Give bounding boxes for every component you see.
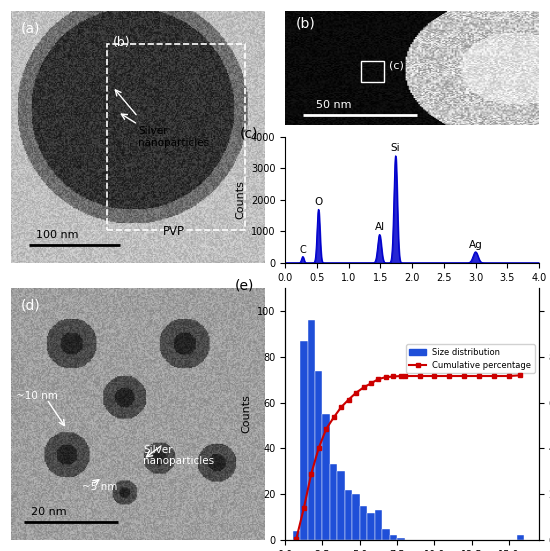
Bar <box>361 61 384 82</box>
Cumulative percentage <box>398 372 404 379</box>
Bar <box>360 506 367 540</box>
Text: (a): (a) <box>21 21 41 35</box>
Cumulative percentage <box>476 372 482 379</box>
Text: Al: Al <box>375 222 384 232</box>
Bar <box>375 510 382 540</box>
Text: O: O <box>315 197 323 207</box>
Cumulative percentage <box>506 372 513 379</box>
Text: Silver
nanoparticles: Silver nanoparticles <box>143 445 214 466</box>
Bar <box>397 538 405 540</box>
Cumulative percentage <box>360 384 367 391</box>
Bar <box>382 528 390 540</box>
Cumulative percentage <box>316 445 322 451</box>
Text: PVP: PVP <box>163 225 185 237</box>
Line: Cumulative percentage: Cumulative percentage <box>294 373 522 541</box>
Legend: Size distribution, Cumulative percentage: Size distribution, Cumulative percentage <box>406 344 535 373</box>
Cumulative percentage <box>390 373 397 380</box>
Cumulative percentage <box>300 505 307 511</box>
Text: ~5 nm: ~5 nm <box>82 482 118 491</box>
Bar <box>322 414 330 540</box>
Y-axis label: Counts: Counts <box>235 181 245 219</box>
Cumulative percentage <box>416 372 423 379</box>
Bar <box>330 464 337 540</box>
Bar <box>307 320 315 540</box>
X-axis label: Energy (keV): Energy (keV) <box>376 288 448 298</box>
Cumulative percentage <box>383 374 389 381</box>
Text: (c): (c) <box>389 60 404 70</box>
Text: (c): (c) <box>239 127 258 141</box>
Text: ~10 nm: ~10 nm <box>16 391 58 401</box>
Bar <box>337 471 345 540</box>
Text: (b): (b) <box>295 17 315 31</box>
Cumulative percentage <box>353 390 359 396</box>
Y-axis label: Counts: Counts <box>241 395 251 434</box>
Cumulative percentage <box>431 372 438 379</box>
Cumulative percentage <box>345 396 352 403</box>
Text: Silver
nanoparticles: Silver nanoparticles <box>138 126 209 148</box>
Bar <box>353 494 360 540</box>
Bar <box>345 490 353 540</box>
Cumulative percentage <box>517 372 524 379</box>
Cumulative percentage <box>323 425 329 432</box>
Bar <box>107 44 245 230</box>
Cumulative percentage <box>375 376 382 382</box>
Cumulative percentage <box>293 536 300 542</box>
Text: 100 nm: 100 nm <box>36 230 79 240</box>
Cumulative percentage <box>461 372 468 379</box>
Text: 50 nm: 50 nm <box>316 100 351 110</box>
Bar <box>390 536 397 540</box>
Text: (e): (e) <box>234 278 254 292</box>
Bar <box>367 512 375 540</box>
Text: C: C <box>299 245 306 255</box>
Cumulative percentage <box>491 372 498 379</box>
Text: 20 nm: 20 nm <box>31 507 67 517</box>
Text: (b): (b) <box>113 36 130 49</box>
Bar <box>315 370 322 540</box>
Text: Ag: Ag <box>469 240 482 250</box>
Cumulative percentage <box>331 414 337 421</box>
Cumulative percentage <box>446 372 453 379</box>
Bar <box>293 531 300 540</box>
Cumulative percentage <box>338 404 344 410</box>
Bar <box>300 341 307 540</box>
Cumulative percentage <box>368 380 375 387</box>
Bar <box>516 536 524 540</box>
Text: Si: Si <box>390 143 400 153</box>
Cumulative percentage <box>402 372 408 379</box>
Text: (d): (d) <box>21 298 41 312</box>
Cumulative percentage <box>308 470 315 477</box>
